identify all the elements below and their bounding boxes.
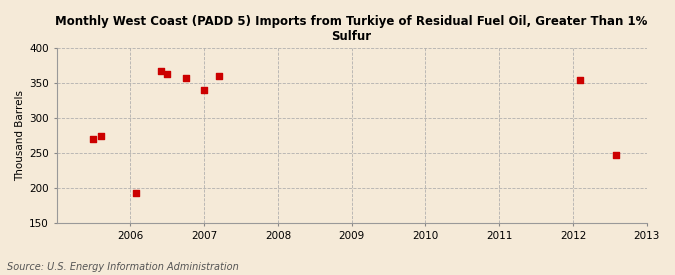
Point [213,74,224,78]
Title: Monthly West Coast (PADD 5) Imports from Turkiye of Residual Fuel Oil, Greater T: Monthly West Coast (PADD 5) Imports from… [55,15,648,43]
Point [88,137,99,141]
Point [156,68,167,73]
Point [95,134,106,138]
Point [180,76,191,81]
Point [575,78,586,82]
Text: Source: U.S. Energy Information Administration: Source: U.S. Energy Information Administ… [7,262,238,272]
Y-axis label: Thousand Barrels: Thousand Barrels [15,90,25,181]
Point [610,152,621,157]
Point [131,191,142,195]
Point [162,72,173,76]
Point [198,88,209,92]
